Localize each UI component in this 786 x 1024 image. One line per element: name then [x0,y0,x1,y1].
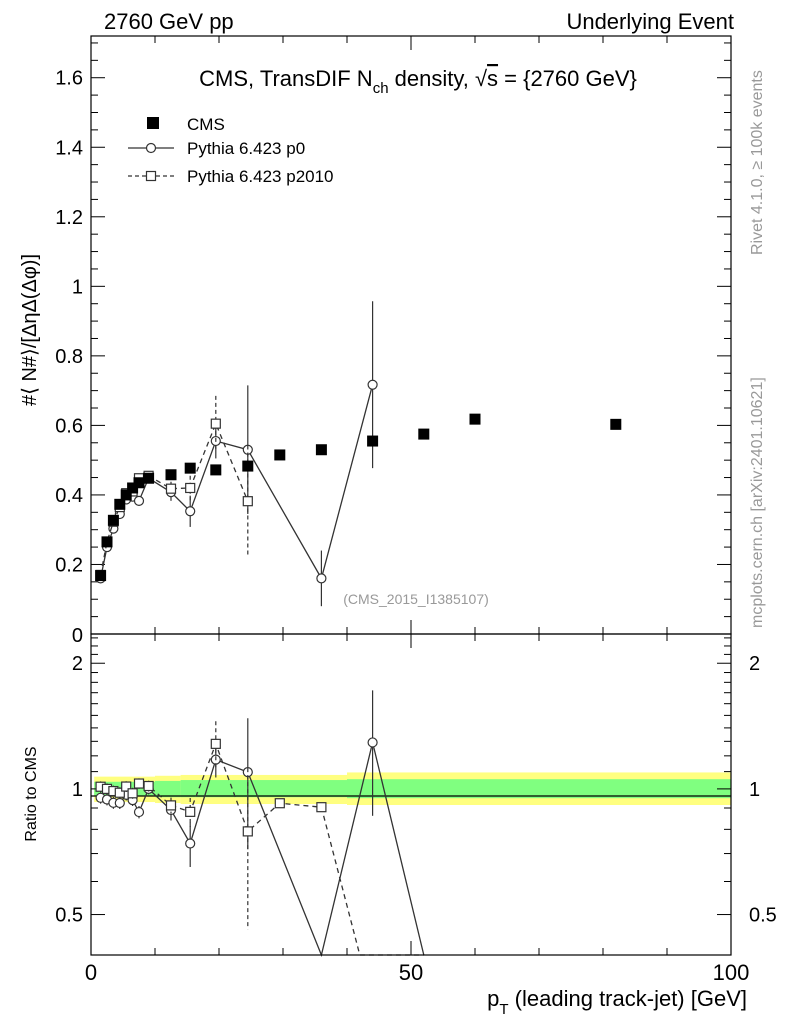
ratio-p0-marker [185,838,196,849]
ratio-ytick-label: 0.5 [55,905,83,927]
uncertainty-band-green [347,779,731,799]
legend-p0-label: Pythia 6.423 p0 [187,139,305,158]
ratio-ylabel: Ratio to CMS [23,746,40,841]
ratio-axes: 0.5 0.5 1 1 2 2 0 50 100 [55,634,777,985]
ratio-data-marks [95,690,425,958]
uncertainty-band-green [155,780,181,798]
ratio-p2010-marker [185,806,196,817]
ratio-p2010-marker [133,778,145,789]
ratio-p2010-marker [121,781,132,792]
ratio-ytick-label: 2 [72,653,83,675]
main-panel: 0.2 0.4 0.6 0.8 1 1.2 1.4 1.6 0 CMS, TransDIF Nc… [19,35,732,647]
legend-p2010-marker [145,170,157,182]
p0-marker [133,495,145,506]
cms-data-point [101,536,113,548]
cms-data-point [210,464,222,476]
p0-marker [316,573,327,584]
ratio-frame [90,633,732,956]
ratio-p2010-marker [242,826,253,837]
ratio-ytick-label-right: 0.5 [749,905,777,927]
legend-p2010-label: Pythia 6.423 p2010 [187,167,334,186]
main-ytick-label: 0.6 [55,415,83,437]
ratio-p2010-marker [143,780,154,792]
ratio-p2010-marker [114,787,125,798]
ratio-p0-marker [114,797,125,809]
cms-data-point [95,570,107,582]
main-ytick-label: 0.8 [55,346,83,368]
legend-data-marker [147,117,159,129]
main-ytick-label: 1 [72,276,83,298]
ratio-ytick-label-right: 1 [749,779,760,801]
p2010-marker [185,482,196,494]
legend: CMS Pythia 6.423 p0 Pythia 6.423 p2010 [128,115,334,186]
cms-data-point [367,435,379,447]
cms-data-point [242,460,254,472]
p2010-marker [165,483,177,494]
main-ytick-label: 1.4 [55,137,83,159]
p2010-marker [210,418,221,429]
ratio-p2010-marker [127,788,138,799]
ratio-p2010-marker [274,798,285,809]
cms-data-point [165,469,177,481]
ratio-p2010-series-line [100,741,424,956]
ratio-p2010-marker [165,800,177,811]
ratio-p2010-marker [316,802,327,813]
legend-cms-label: CMS [187,115,225,134]
header-left: 2760 GeV pp [104,9,234,34]
ratio-ytick-label-right: 2 [749,653,760,675]
cms-data-point [469,413,481,425]
cms-data-point [143,472,155,484]
p0-marker [367,379,378,390]
main-data-marks [95,301,622,607]
cms-data-point [184,462,196,474]
ratio-ytick-label: 1 [72,779,83,801]
analysis-watermark: (CMS_2015_I1385107) [343,591,489,607]
plot-title: CMS, TransDIF Nch density, √s = {2760 Ge… [199,66,637,97]
ratio-p2010-marker [210,738,221,749]
cms-data-point [107,514,119,526]
main-ytick-label: 1.6 [55,68,83,90]
rivet-label: Rivet 4.1.0, ≥ 100k events [749,70,766,255]
main-ytick-label: 0 [72,625,83,647]
main-ytick-label: 0.4 [55,485,83,507]
main-ytick-label: 1.2 [55,207,83,229]
cms-data-point [114,498,126,510]
main-ytick-label: 0.2 [55,554,83,576]
ratio-xtick-label: 100 [713,960,750,985]
ratio-bands [94,772,731,805]
cms-data-point [274,449,286,461]
cms-data-point [120,489,132,501]
p2010-marker [242,496,253,507]
ratio-xtick-label: 0 [85,960,97,985]
mcplots-label: mcplots.cern.ch [arXiv:2401.10621] [749,377,766,628]
p0-marker [185,506,196,517]
header-right: Underlying Event [566,9,734,34]
main-ylabel: #⟨ N#⟩/[ΔηΔ(Δφ)] [19,254,41,406]
cms-data-point [418,428,430,440]
cms-data-point [133,477,145,489]
ratio-p0-marker [367,737,378,748]
ratio-panel: 0.5 0.5 1 1 2 2 0 50 100 Ratio to CMS pT (leadin… [23,633,777,1018]
ratio-p0-marker [133,806,145,818]
legend-p0-marker [145,142,157,154]
uncertainty-band-green [180,780,347,798]
ratio-xtick-label: 50 [399,960,423,985]
cms-data-point [610,418,622,430]
main-axes: 0.2 0.4 0.6 0.8 1 1.2 1.4 1.6 0 [55,36,732,647]
cms-data-point [315,444,327,456]
cms-data-point [127,482,139,494]
x-axis-label: pT (leading track-jet) [GeV] [487,986,747,1018]
